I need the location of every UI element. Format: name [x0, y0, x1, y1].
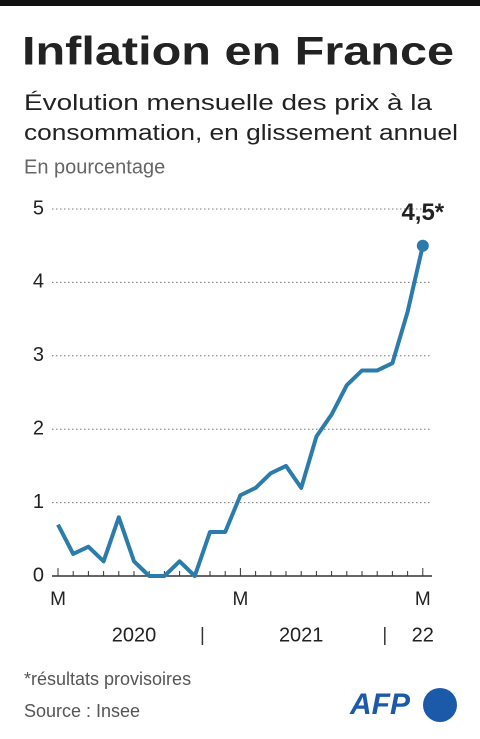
source: Source : Insee: [24, 701, 140, 721]
subtitle: consommation, en glissement annuel: [24, 120, 458, 145]
y-tick-label: 5: [33, 197, 44, 219]
year-label: 2021: [279, 624, 324, 646]
logo: AFP: [349, 688, 411, 721]
y-tick-label: 1: [33, 491, 44, 513]
chart-title: Inflation en France: [22, 30, 454, 74]
x-tick-label: M: [415, 589, 431, 610]
y-tick-label: 0: [33, 564, 44, 586]
y-tick-label: 4: [33, 271, 44, 293]
subtitle: Évolution mensuelle des prix à la: [24, 90, 433, 115]
y-tick-label: 3: [33, 344, 44, 366]
value-label: 4,5*: [401, 199, 444, 226]
series-line: [56, 245, 425, 578]
year-label: 22: [412, 624, 434, 646]
x-tick-label: M: [232, 589, 248, 610]
logo-circle: [423, 688, 457, 722]
end-point: [416, 239, 429, 252]
footnote: *résultats provisoires: [24, 669, 191, 689]
year-label: 2020: [112, 624, 157, 646]
top-bar: [0, 0, 480, 6]
x-tick-label: M: [50, 589, 66, 610]
unit-label: En pourcentage: [24, 156, 165, 178]
y-tick-label: 2: [33, 417, 44, 439]
